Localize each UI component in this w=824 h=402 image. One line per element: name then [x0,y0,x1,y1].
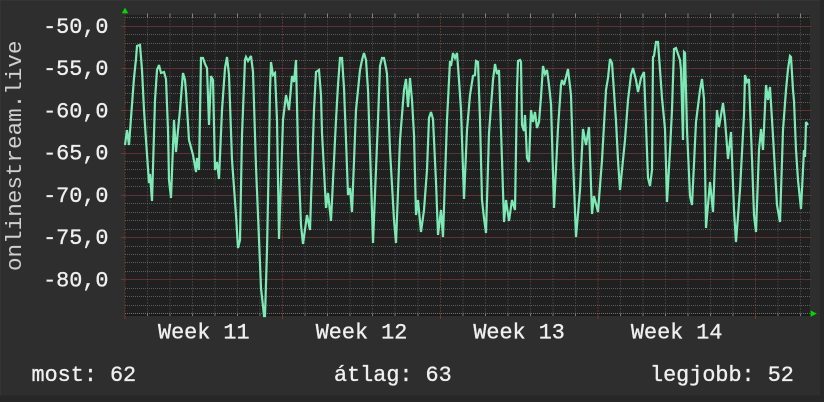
svg-text:-75,0: -75,0 [43,226,108,251]
svg-text:legjobb: 52: legjobb: 52 [650,363,794,388]
svg-text:-50,0: -50,0 [43,15,108,40]
svg-text:-70,0: -70,0 [43,184,108,209]
svg-text:Week 12: Week 12 [316,321,408,346]
svg-text:Week 14: Week 14 [631,321,723,346]
svg-text:Week 11: Week 11 [158,321,250,346]
svg-text:Week 13: Week 13 [473,321,565,346]
svg-text:-80,0: -80,0 [43,268,108,293]
svg-text:-60,0: -60,0 [43,99,108,124]
svg-text:most: 62: most: 62 [32,363,137,388]
svg-text:onlinestream.live: onlinestream.live [2,41,28,272]
svg-text:-65,0: -65,0 [43,142,108,167]
svg-text:-55,0: -55,0 [43,57,108,82]
svg-text:átlag: 63: átlag: 63 [334,363,452,388]
